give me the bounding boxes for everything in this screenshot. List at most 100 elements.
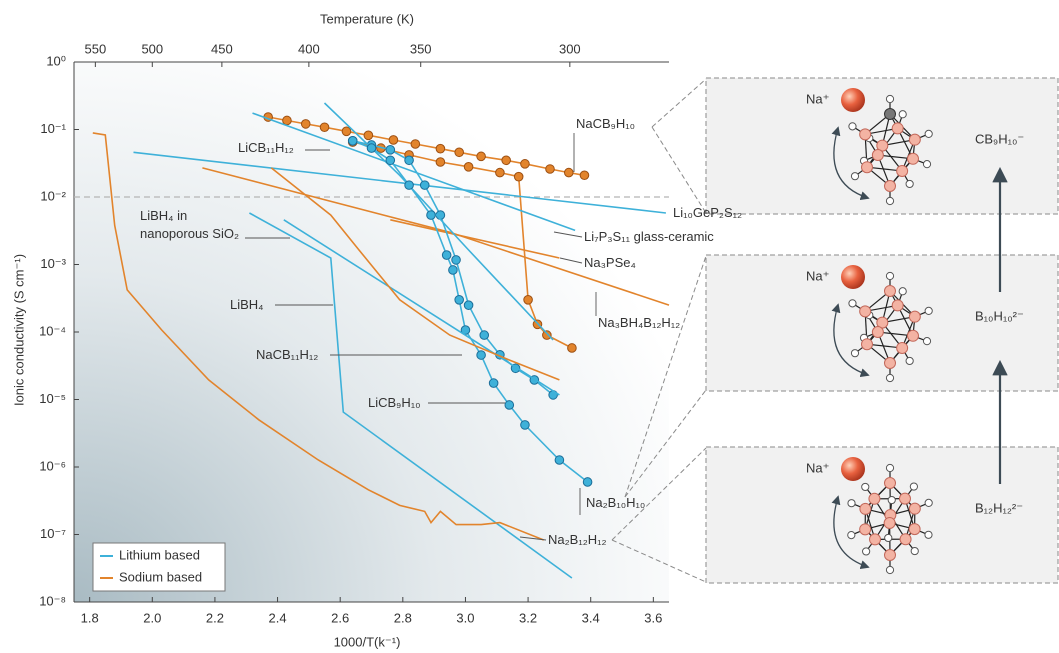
data-point (436, 144, 445, 153)
x-tick-label: 1.8 (81, 610, 99, 625)
data-point (442, 251, 451, 260)
y-tick-label: 10⁻⁵ (39, 391, 66, 406)
boron (862, 162, 873, 173)
hydrogen (923, 161, 930, 168)
data-point (568, 344, 577, 353)
data-point (543, 331, 552, 340)
hydrogen (925, 130, 932, 137)
boron (909, 311, 920, 322)
data-point (405, 181, 414, 190)
x2-tick-label: 400 (298, 41, 320, 56)
x-tick-label: 2.4 (269, 610, 287, 625)
hydrogen (886, 95, 893, 102)
hydrogen (849, 123, 856, 130)
hydrogen (886, 272, 893, 279)
x2-tick-label: 350 (410, 41, 432, 56)
data-point (436, 158, 445, 167)
data-point (583, 478, 592, 487)
y-tick-label: 10⁻¹ (40, 121, 66, 136)
x-tick-label: 3.4 (582, 610, 600, 625)
data-point (386, 146, 395, 155)
data-point (342, 127, 351, 136)
boron (860, 524, 871, 535)
legend-label: Lithium based (119, 547, 200, 562)
boron (909, 524, 920, 535)
hydrogen (848, 532, 855, 539)
y-tick-label: 10⁻³ (40, 256, 66, 271)
series-label: LiBH₄ (230, 296, 263, 314)
hydrogen (923, 338, 930, 345)
chart: Temperature (K) 1000/T(k⁻¹) Ionic conduc… (0, 0, 1059, 653)
data-point (524, 295, 533, 304)
page: Temperature (K) 1000/T(k⁻¹) Ionic conduc… (0, 0, 1059, 653)
boron (885, 478, 896, 489)
data-point (455, 295, 464, 304)
data-point (496, 168, 505, 177)
boron (860, 503, 871, 514)
boron (897, 342, 908, 353)
hydrogen (848, 500, 855, 507)
x-axis-title: 1000/T(k⁻¹) (334, 634, 401, 649)
hydrogen (925, 499, 932, 506)
hydrogen (911, 547, 918, 554)
data-point (411, 140, 420, 149)
data-point (405, 156, 414, 165)
data-point (301, 120, 310, 129)
cation-label: Na⁺ (806, 460, 829, 475)
data-point (521, 160, 530, 169)
x2-tick-label: 550 (85, 41, 107, 56)
data-point (521, 421, 530, 430)
series-label: Li₁₀GeP₂S₁₂ (673, 204, 742, 222)
boron (884, 518, 895, 529)
boron (885, 286, 896, 297)
x-tick-label: 2.2 (206, 610, 224, 625)
x2-tick-label: 450 (211, 41, 233, 56)
data-point (283, 116, 292, 125)
hydrogen (886, 374, 893, 381)
data-point (367, 144, 376, 153)
data-point (455, 148, 464, 157)
boron (907, 153, 918, 164)
data-point (427, 211, 436, 220)
boron (892, 300, 903, 311)
series-label: LiBH₄ in nanoporous SiO₂ (140, 207, 252, 243)
boron (909, 503, 920, 514)
y-tick-label: 10⁰ (46, 53, 66, 68)
y-tick-label: 10⁻⁴ (39, 323, 66, 338)
data-point (389, 136, 398, 145)
x-tick-label: 3.2 (519, 610, 537, 625)
hydrogen (885, 534, 892, 541)
data-point (580, 171, 589, 180)
hydrogen (862, 483, 869, 490)
x2-tick-label: 500 (141, 41, 163, 56)
hydrogen (851, 173, 858, 180)
data-point (464, 163, 473, 172)
boron (862, 339, 873, 350)
data-point (514, 172, 523, 181)
cation-label: Na⁺ (806, 91, 829, 106)
boron (885, 181, 896, 192)
boron (907, 330, 918, 341)
boron (885, 109, 896, 120)
series-label: LiCB₉H₁₀ (368, 394, 421, 412)
data-point (320, 123, 329, 132)
hydrogen (906, 180, 913, 187)
data-point (480, 331, 489, 340)
boron (909, 134, 920, 145)
data-point (564, 168, 573, 177)
anion-label: B₁₂H₁₂²⁻ (975, 500, 1023, 515)
x-tick-label: 2.6 (331, 610, 349, 625)
top-axis-title: Temperature (K) (320, 11, 414, 26)
data-point (449, 266, 458, 275)
hydrogen (910, 483, 917, 490)
boron (860, 306, 871, 317)
legend-label: Sodium based (119, 569, 202, 584)
x-tick-label: 2.8 (394, 610, 412, 625)
data-point (386, 156, 395, 165)
hydrogen (886, 197, 893, 204)
cation-sphere (841, 265, 865, 289)
boron (872, 150, 883, 161)
y-axis-title: Ionic conductivity (S cm⁻¹) (11, 254, 26, 406)
y-tick-label: 10⁻⁸ (39, 593, 66, 608)
series-label: Na₃PSe₄ (584, 254, 636, 272)
